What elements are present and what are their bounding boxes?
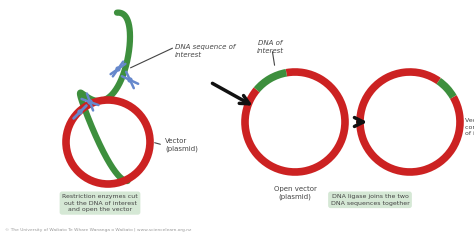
Text: Vector
(plasmid): Vector (plasmid) [165,138,198,152]
Text: DNA of
interest: DNA of interest [256,40,283,54]
Circle shape [88,100,92,104]
Text: © The University of Waikato Te Whare Wananga o Waikato | www.sciencelearn.org.nz: © The University of Waikato Te Whare Wan… [5,228,191,232]
Text: Vector (plasmid)
containing DNA
of interest: Vector (plasmid) containing DNA of inter… [465,118,474,136]
Text: Restriction enzymes cut
out the DNA of interest
and open the vector: Restriction enzymes cut out the DNA of i… [62,194,138,212]
Circle shape [78,110,82,114]
Text: DNA sequence of
interest: DNA sequence of interest [175,44,236,58]
Text: Open vector
(plasmid): Open vector (plasmid) [273,186,317,200]
Circle shape [128,78,132,82]
Text: DNA ligase joins the two
DNA sequences together: DNA ligase joins the two DNA sequences t… [331,194,410,206]
Circle shape [116,67,120,71]
